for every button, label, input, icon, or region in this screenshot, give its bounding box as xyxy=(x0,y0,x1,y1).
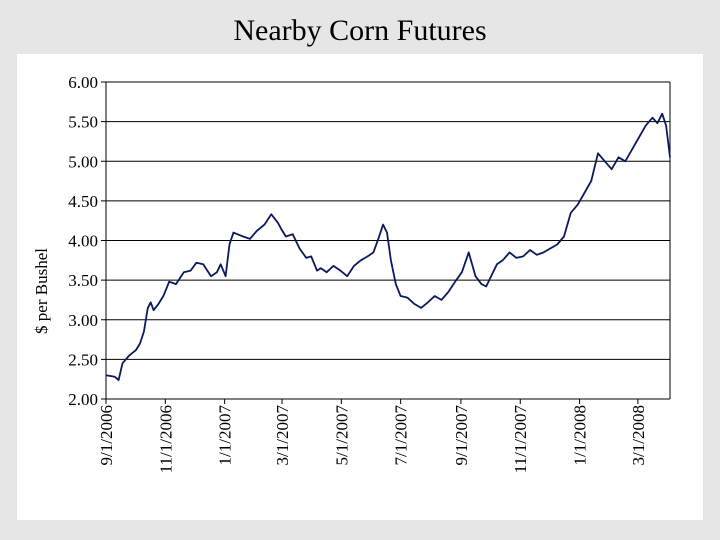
series-layer xyxy=(105,112,671,381)
chart-panel: 2.00 2.50 3.00 3.50 4.00 4.50 5.00 5.50 6.00 9/1… xyxy=(17,54,703,520)
x-tick-label: 1/1/2007 xyxy=(216,405,235,466)
y-tick-label: 2.00 xyxy=(68,390,98,409)
x-tick-label: 7/1/2007 xyxy=(392,405,411,466)
y-tick-label: 3.00 xyxy=(68,311,98,330)
y-tick-label: 2.50 xyxy=(68,350,98,369)
y-tick-label: 6.00 xyxy=(68,73,98,92)
x-tick-label: 5/1/2007 xyxy=(332,405,351,466)
x-tick-label: 3/1/2007 xyxy=(273,405,292,466)
gridlines xyxy=(101,81,670,400)
x-tick-labels: 9/1/2006 11/1/2006 1/1/2007 3/1/2007 5/1/200… xyxy=(97,399,648,473)
y-axis-title: $ per Bushel xyxy=(32,248,51,334)
y-tick-labels: 2.00 2.50 3.00 3.50 4.00 4.50 5.00 5.50 6.00 xyxy=(68,73,98,409)
y-tick-label: 3.50 xyxy=(68,271,98,290)
line-chart: 2.00 2.50 3.00 3.50 4.00 4.50 5.00 5.50 6.00 9/1… xyxy=(32,73,671,473)
x-tick-label: 9/1/2007 xyxy=(452,405,471,466)
x-tick-label: 9/1/2006 xyxy=(97,405,116,465)
x-tick-label: 1/1/2008 xyxy=(571,405,590,465)
y-tick-label: 5.00 xyxy=(68,152,98,171)
chart-title: Nearby Corn Futures xyxy=(233,14,487,47)
axes xyxy=(105,82,671,399)
y-tick-label: 5.50 xyxy=(68,113,98,132)
x-tick-label: 11/1/2006 xyxy=(156,405,175,473)
series-line xyxy=(105,112,671,381)
y-tick-label: 4.00 xyxy=(68,232,98,251)
x-tick-label: 11/1/2007 xyxy=(511,405,530,474)
x-tick-label: 3/1/2008 xyxy=(629,405,648,465)
y-tick-label: 4.50 xyxy=(68,192,98,211)
